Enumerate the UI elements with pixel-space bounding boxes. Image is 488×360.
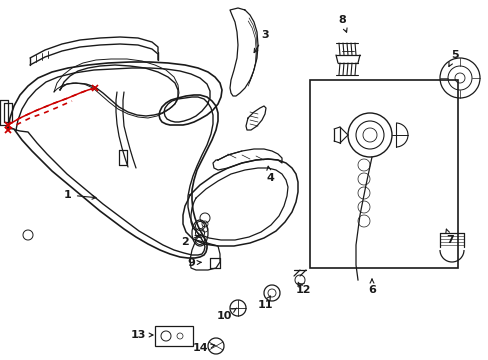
Text: 13: 13 [130,330,153,340]
Text: 8: 8 [337,15,346,32]
Text: 9: 9 [187,258,201,268]
Text: 12: 12 [295,282,310,295]
Text: 6: 6 [367,279,375,295]
Text: 7: 7 [445,229,453,245]
Text: 4: 4 [265,166,273,183]
Text: 2: 2 [181,235,199,247]
Text: 11: 11 [257,296,272,310]
Text: 14: 14 [192,343,214,353]
Text: 3: 3 [254,30,268,53]
Text: 10: 10 [216,308,236,321]
Text: 5: 5 [448,50,458,67]
Bar [155,326,193,346]
Bar [309,80,457,268]
Text: 1: 1 [64,190,96,200]
